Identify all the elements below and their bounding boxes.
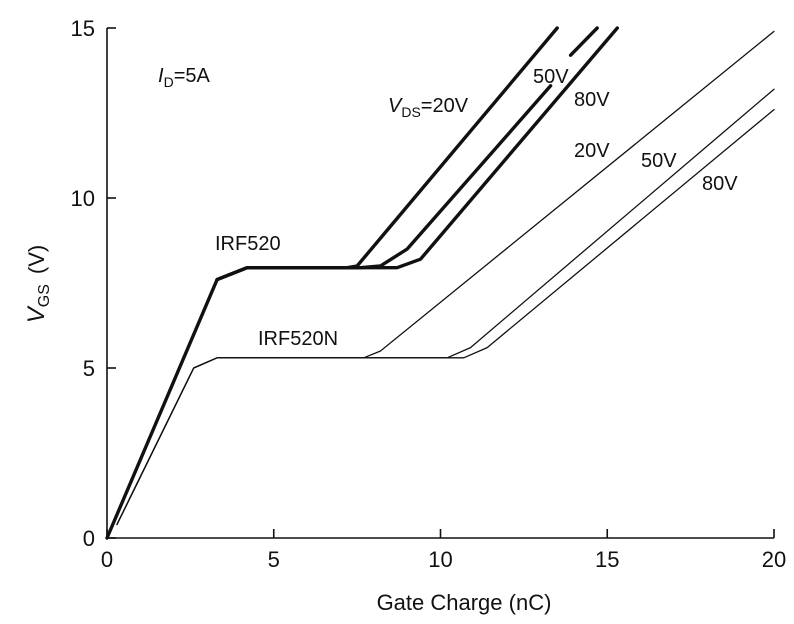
series-line-irf520-50v-upper	[568, 26, 599, 57]
condition-label-rest: =5A	[174, 65, 211, 87]
irf520-label: IRF520	[215, 233, 281, 255]
thin-20v-label: 20V	[574, 140, 610, 162]
x-tick-label: 15	[595, 547, 619, 572]
x-tick-labels: 0 5 10 15 20	[101, 547, 786, 572]
condition-label-main: I	[158, 65, 164, 87]
condition-label-sub: D	[164, 74, 174, 90]
y-axis-label-sub: GS	[36, 284, 53, 307]
y-tick-label: 5	[83, 356, 95, 381]
vds-label-main: V	[388, 95, 403, 117]
axis-ticks	[106, 27, 775, 539]
y-tick-label: 10	[71, 186, 95, 211]
vds-20v-bold-label: VDS=20V	[388, 95, 469, 120]
irf520n-label: IRF520N	[258, 328, 338, 350]
y-tick-label: 0	[83, 526, 95, 551]
y-tick-label: 15	[71, 16, 95, 41]
condition-label: ID=5A	[158, 65, 210, 90]
y-tick-labels: 0 5 10 15	[71, 16, 95, 551]
bold-80v-label: 80V	[574, 89, 610, 111]
series-group	[105, 26, 775, 540]
vds-label-rest: =20V	[421, 95, 469, 117]
series-line-irf520n-80v	[116, 108, 775, 526]
vds-label-sub: DS	[401, 104, 420, 120]
thin-80v-label: 80V	[702, 173, 738, 195]
x-tick-label: 0	[101, 547, 113, 572]
y-axis-label-main: V	[23, 305, 50, 323]
x-tick-label: 5	[268, 547, 280, 572]
y-axis-label-unit: (V)	[24, 245, 49, 274]
series-line-irf520-80v	[215, 26, 619, 282]
series-line-irf520-20v	[105, 26, 559, 540]
x-tick-label: 10	[428, 547, 452, 572]
x-axis-label: Gate Charge (nC)	[377, 590, 552, 615]
bold-50v-label: 50V	[533, 66, 569, 88]
thin-50v-label: 50V	[641, 150, 677, 172]
x-tick-label: 20	[762, 547, 786, 572]
y-axis-label: VGS (V)	[23, 245, 53, 323]
